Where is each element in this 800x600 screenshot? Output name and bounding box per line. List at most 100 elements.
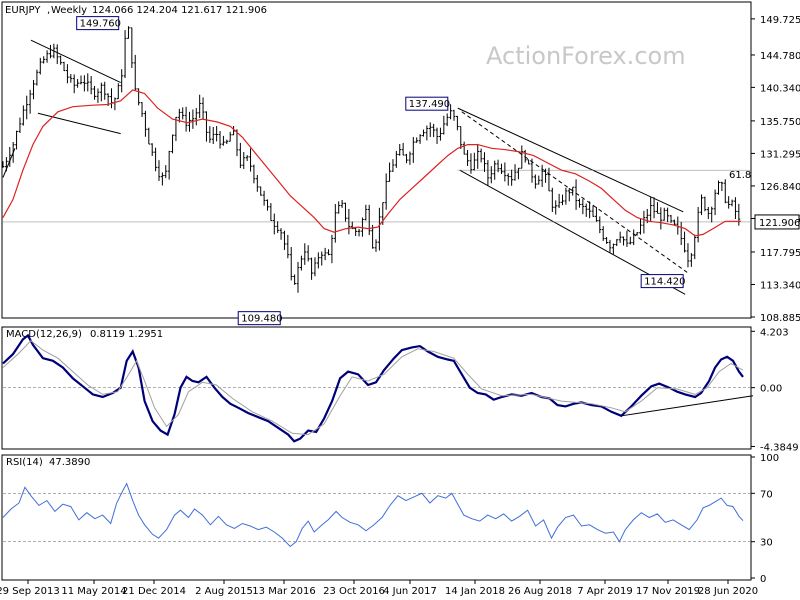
price-bar (706, 207, 710, 220)
price-bar (110, 88, 113, 109)
price-bar (669, 214, 673, 223)
price-bar (130, 27, 134, 68)
price-bar (255, 174, 259, 192)
price-bar (635, 232, 639, 236)
symbol-label: EURJPY (5, 5, 41, 16)
price-bar (717, 180, 720, 195)
price-bar (238, 142, 242, 169)
price-bar (38, 57, 42, 75)
price-bar (208, 126, 212, 143)
price-bar (333, 204, 337, 243)
price-bar (89, 76, 93, 95)
price-header: EURJPY , Weekly 124.066 124.204 121.617 … (5, 5, 267, 16)
price-bar (737, 203, 741, 226)
price-bar (506, 173, 510, 186)
price-bar (218, 131, 222, 149)
x-axis-label: 21 Dec 2014 (122, 586, 186, 597)
price-bar (462, 141, 466, 155)
price-bar (401, 142, 405, 156)
rsi-label: RSI(14) (6, 457, 43, 468)
price-bar (439, 127, 442, 141)
price-bar (720, 181, 724, 192)
price-bar (500, 163, 503, 175)
price-bar (398, 143, 402, 156)
price-bar (371, 224, 375, 249)
price-bar (649, 196, 653, 223)
price-bar (4, 157, 8, 172)
price-bar (513, 164, 517, 181)
price-bar (160, 172, 164, 186)
price-bar (171, 134, 174, 154)
price-bar (116, 83, 120, 100)
timeframe-value: Weekly (51, 5, 87, 16)
x-axis-label: 4 Jun 2017 (383, 586, 437, 597)
price-bar (384, 173, 388, 210)
price-bar (194, 108, 198, 126)
x-axis-label: 26 Aug 2018 (508, 586, 572, 597)
price-bar (727, 196, 731, 209)
price-bar (432, 123, 436, 138)
price-bar (150, 143, 154, 157)
price-bar (93, 85, 96, 100)
price-bar (59, 55, 63, 65)
price-bar (15, 130, 18, 150)
x-axis-label: 7 Apr 2019 (577, 586, 632, 597)
price-bar (120, 69, 124, 93)
price-bar (601, 226, 605, 241)
price-bar (140, 102, 144, 117)
price-bar (445, 113, 449, 127)
price-bar (211, 126, 215, 144)
price-bar (313, 257, 317, 277)
price-bar (147, 127, 151, 145)
price-bar (598, 216, 602, 234)
rsi-axis-label: 70 (760, 489, 773, 500)
price-bar (28, 89, 32, 114)
macd-label: MACD(12,26,9) (6, 329, 82, 340)
price-bar (222, 135, 225, 146)
moving-average-line (2, 89, 741, 237)
price-bar (127, 26, 130, 39)
price-bar (713, 189, 717, 216)
price-bar (483, 152, 486, 172)
macd-series-macd (2, 333, 744, 443)
price-bar (422, 129, 425, 137)
price-bar (622, 236, 625, 246)
price-bar (493, 160, 497, 180)
price-bar (561, 194, 564, 206)
price-bar (347, 208, 351, 235)
ohlc-values: 124.066 124.204 121.617 121.906 (92, 5, 267, 16)
price-layer: 149.760 137.490 109.480 114.420 61.8 (1, 16, 751, 326)
price-bar (686, 243, 690, 268)
price-bar (666, 207, 670, 223)
x-axis-label: 2 Aug 2015 (195, 586, 253, 597)
price-annotation-label: 149.760 (80, 19, 121, 30)
price-bar (252, 164, 256, 184)
price-annotation-label: 109.480 (241, 314, 282, 325)
price-bar (323, 247, 327, 261)
price-bar (283, 230, 286, 250)
price-bar (249, 148, 252, 172)
price-bar (696, 207, 700, 243)
price-bar (181, 107, 185, 120)
x-axis-label: 23 Oct 2016 (323, 586, 385, 597)
price-bar (394, 150, 398, 168)
price-bar (154, 147, 157, 172)
price-bar (662, 207, 666, 221)
price-bar (466, 149, 469, 167)
price-bar (618, 231, 622, 243)
price-bar (567, 187, 571, 202)
macd-values: 0.8119 1.2951 (90, 329, 163, 340)
price-bar (184, 106, 188, 132)
price-bar (734, 197, 737, 220)
price-bar (354, 227, 358, 237)
price-bar (442, 115, 446, 135)
macd-divergence-line (621, 395, 754, 417)
price-bar (550, 187, 554, 213)
price-bar (191, 109, 195, 129)
price-bar (605, 236, 608, 244)
price-bar (306, 245, 310, 262)
price-bar (656, 202, 659, 214)
price-bar (245, 155, 249, 162)
price-bar (344, 202, 347, 222)
